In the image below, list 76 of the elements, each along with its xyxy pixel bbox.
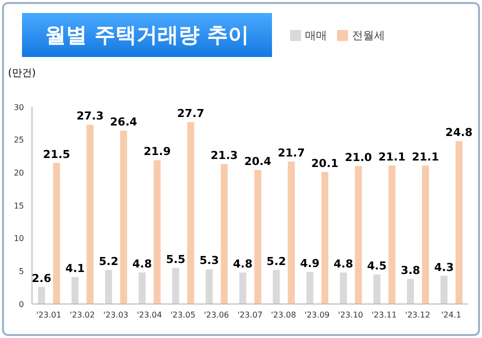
data-label: 3.8: [400, 264, 420, 278]
x-tick-label: '23.08: [270, 310, 296, 320]
x-tick-label: '23.06: [204, 310, 230, 320]
chart-title: 월별 주택거래량 추이: [22, 13, 272, 57]
x-tick-label: '23.02: [70, 310, 95, 320]
bar: [154, 160, 161, 304]
legend-label: 전월세: [352, 29, 385, 42]
bar: [440, 276, 448, 304]
x-tick-label: '23.11: [372, 310, 397, 320]
data-label: 5.3: [199, 254, 219, 268]
data-label: 21.1: [378, 150, 406, 164]
bar: [138, 272, 146, 304]
data-label: 4.5: [367, 259, 387, 272]
x-tick-label: '24.1: [441, 310, 462, 320]
bar: [306, 272, 314, 304]
data-label: 21.1: [412, 150, 440, 164]
bar: [373, 274, 380, 304]
data-label: 4.1: [65, 262, 85, 276]
bar: [172, 268, 180, 304]
bar: [120, 130, 128, 304]
bar: [105, 270, 112, 304]
bar: [406, 279, 414, 304]
bar: [53, 162, 60, 304]
x-tick-label: '23.04: [136, 310, 162, 320]
bar: [340, 272, 347, 304]
data-label: 24.8: [445, 126, 473, 140]
bar: [72, 277, 79, 304]
data-label: 4.8: [233, 257, 253, 270]
data-label: 20.4: [244, 155, 272, 168]
data-label: 27.7: [177, 107, 204, 120]
bar: [220, 164, 228, 304]
y-axis-title: (만건): [8, 67, 36, 80]
data-label: 5.5: [166, 252, 186, 266]
y-tick-label: 10: [14, 234, 24, 244]
y-tick-label: 25: [14, 136, 24, 145]
data-label: 4.8: [334, 257, 354, 270]
data-label: 5.2: [266, 254, 286, 268]
bar: [321, 172, 328, 304]
x-tick-label: '23.03: [103, 310, 128, 320]
x-tick-label: '23.01: [36, 310, 62, 320]
bar: [254, 170, 262, 304]
bar: [86, 124, 94, 304]
y-tick-label: 20: [14, 168, 24, 178]
y-tick-label: 15: [14, 201, 24, 210]
data-label: 4.9: [300, 256, 320, 270]
x-tick-label: '23.09: [304, 310, 330, 320]
y-tick-label: 30: [14, 102, 24, 112]
y-tick-label: 0: [18, 300, 24, 309]
data-label: 5.2: [98, 254, 118, 268]
data-label: 4.3: [434, 260, 454, 274]
bar: [388, 165, 396, 304]
data-label: 4.8: [132, 257, 152, 270]
x-tick-label: '23.12: [405, 310, 430, 320]
legend-label: 매매: [305, 29, 327, 42]
data-label: 21.7: [278, 146, 305, 160]
bar: [187, 122, 194, 304]
bar: [288, 162, 295, 304]
bar: [272, 270, 280, 304]
data-label: 21.0: [344, 151, 372, 164]
bar: [456, 141, 462, 304]
bar: [206, 269, 213, 304]
x-tick-label: '23.05: [170, 310, 196, 320]
x-tick-label: '23.10: [338, 310, 364, 320]
data-label: 26.4: [110, 116, 138, 129]
data-label: 21.9: [144, 145, 171, 158]
bar: [239, 272, 246, 304]
bar: [38, 286, 46, 304]
x-tick-label: '23.07: [237, 310, 263, 320]
bar: [422, 165, 429, 304]
data-label: 27.3: [76, 110, 104, 123]
data-label: 2.6: [32, 272, 52, 285]
data-label: 20.1: [311, 157, 338, 170]
data-label: 21.3: [210, 149, 238, 162]
bar: [354, 166, 362, 304]
data-label: 21.5: [42, 148, 70, 161]
y-tick-label: 5: [18, 267, 24, 276]
